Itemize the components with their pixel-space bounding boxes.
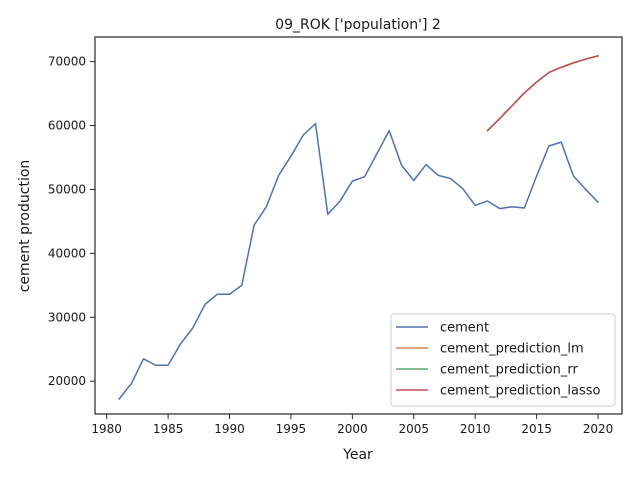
y-tick-label: 70000 — [48, 55, 86, 69]
x-tick-label: 2015 — [521, 422, 552, 436]
y-tick-label: 40000 — [48, 246, 86, 260]
x-axis-title: Year — [342, 447, 373, 463]
plot-frame — [94, 36, 623, 415]
series-line-cement-prediction-lasso — [486, 55, 599, 132]
x-tick-label: 1985 — [153, 422, 184, 436]
x-tick-label: 2010 — [460, 422, 491, 436]
legend: cement cement_prediction_lm cement_predict… — [390, 313, 616, 407]
legend-label-cement-prediction-lasso: cement_prediction_lasso — [440, 384, 600, 399]
y-tick-label: 50000 — [48, 182, 86, 196]
series-line-cement — [118, 122, 599, 400]
x-tick-label: 1990 — [214, 422, 245, 436]
x-tick-label: 2000 — [337, 422, 368, 436]
legend-box — [390, 313, 616, 407]
y-tick-label: 60000 — [48, 119, 86, 133]
x-tick-label: 1980 — [91, 422, 122, 436]
x-tick-label: 2005 — [399, 422, 430, 436]
x-tick-label: 1995 — [276, 422, 307, 436]
y-tick-label: 30000 — [48, 310, 86, 324]
y-axis-title: cement production — [17, 160, 33, 293]
y-tick-label: 20000 — [48, 374, 86, 388]
chart-title: 09_ROK ['population'] 2 — [275, 17, 441, 33]
legend-label-cement-prediction-rr: cement_prediction_rr — [440, 363, 578, 378]
y-axis: 20000 30000 40000 50000 60000 70000 — [48, 55, 95, 388]
x-tick-label: 2020 — [583, 422, 614, 436]
x-axis: 1980 1985 1990 1995 2000 2005 2010 2015 2020 — [91, 414, 613, 436]
legend-label-cement: cement — [440, 321, 489, 336]
series-layer — [118, 55, 599, 400]
legend-label-cement-prediction-lm: cement_prediction_lm — [440, 342, 584, 357]
